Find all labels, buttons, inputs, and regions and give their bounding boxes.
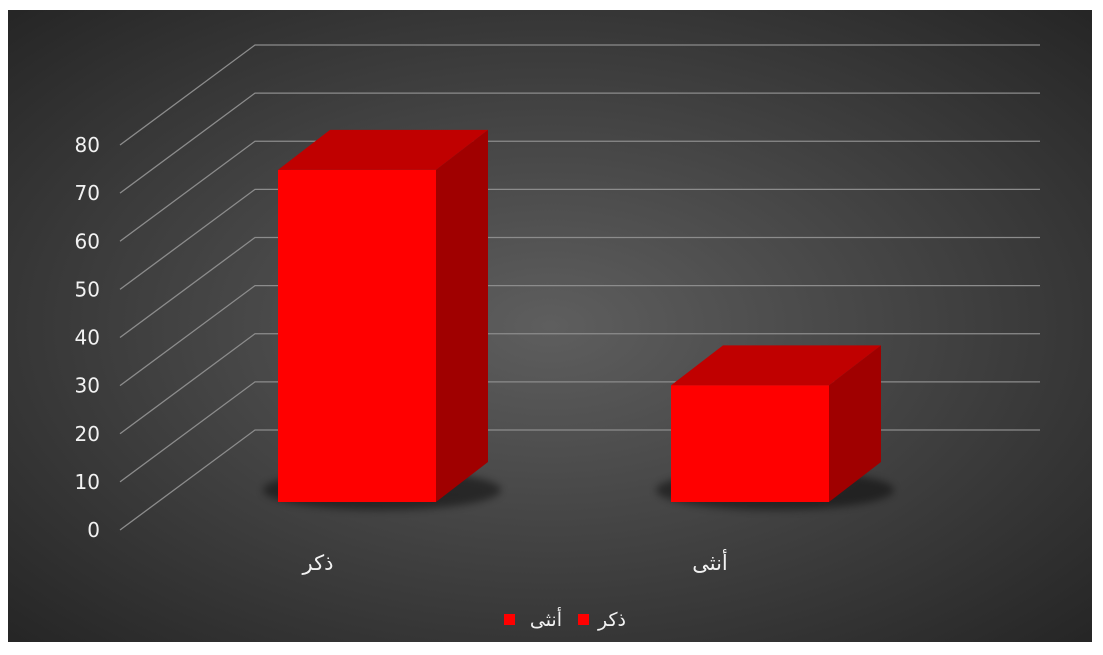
bar-top-face (671, 345, 881, 386)
legend-swatch (578, 614, 589, 625)
gridline (119, 188, 1040, 290)
y-tick-label: 60 (75, 229, 100, 253)
legend: ذكر أنثى (504, 607, 626, 631)
gridline (119, 333, 1040, 435)
chart-background (8, 10, 1092, 642)
y-tick-label: 50 (75, 277, 100, 301)
legend-swatch (504, 614, 515, 625)
gridline (119, 284, 1040, 387)
y-tick-label: 30 (75, 374, 100, 398)
y-tick-label: 10 (75, 470, 100, 494)
y-axis-ticks: 0 10 20 30 40 50 60 70 80 (75, 133, 100, 542)
bar (278, 169, 436, 503)
y-tick-label: 40 (75, 326, 100, 350)
x-tick-label: أنثى (692, 549, 728, 575)
y-tick-label: 0 (87, 518, 100, 542)
bar-top-face (278, 129, 488, 170)
legend-label: ذكر (597, 609, 626, 631)
y-tick-label: 70 (75, 181, 100, 205)
legend-label: أنثى (530, 607, 562, 631)
y-tick-label: 80 (75, 133, 100, 157)
bar (671, 385, 829, 502)
gridline (119, 44, 1040, 146)
bar-side-face (829, 345, 881, 502)
bars (263, 129, 894, 510)
gridlines (119, 44, 1040, 531)
x-tick-label: ذكر (302, 551, 334, 575)
bar-side-face (436, 129, 488, 503)
y-tick-label: 20 (75, 422, 100, 446)
gridline (119, 92, 1040, 194)
x-axis-labels: ذكر أنثى (302, 549, 728, 575)
gridline (119, 236, 1040, 339)
gridline (119, 140, 1040, 242)
